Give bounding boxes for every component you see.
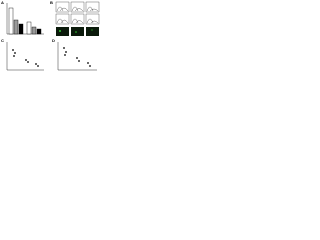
image [71, 27, 84, 36]
point [65, 51, 67, 53]
point [63, 47, 65, 49]
histogram [85, 13, 100, 25]
point [13, 55, 15, 57]
bar [31, 26, 37, 35]
curve [71, 18, 84, 24]
cell [59, 30, 61, 32]
bar-chart [6, 3, 44, 35]
curve [56, 6, 69, 12]
point [35, 63, 37, 65]
curve [56, 18, 69, 24]
bar [18, 23, 24, 35]
figure: A B C [1, 0, 100, 71]
histogram [70, 1, 85, 13]
image [56, 27, 69, 36]
bar [36, 28, 42, 35]
point [76, 57, 78, 59]
point [64, 54, 66, 56]
scatter-plot [57, 42, 97, 71]
cell [75, 31, 77, 33]
point [87, 62, 89, 64]
histogram [55, 1, 70, 13]
bar [13, 19, 19, 35]
panel-label: A [1, 0, 4, 5]
curve [86, 6, 99, 12]
scatter-plot [6, 42, 44, 71]
micrographs [56, 27, 99, 36]
point [89, 65, 91, 67]
image [86, 27, 99, 36]
panel-label: C [1, 38, 4, 43]
point [27, 61, 29, 63]
histogram [55, 13, 70, 25]
point [14, 52, 16, 54]
histogram [85, 1, 100, 13]
point [37, 65, 39, 67]
panel-label: D [52, 38, 55, 43]
panel-label: B [50, 0, 53, 5]
point [78, 60, 80, 62]
bar [8, 7, 14, 35]
bar [26, 21, 32, 35]
point [12, 49, 14, 51]
histogram-grid [55, 1, 100, 25]
curve [86, 18, 99, 24]
histogram [70, 13, 85, 25]
cell [91, 29, 93, 31]
page: {"panels": [{"label": "A"}, {"label": "B… [0, 0, 100, 74]
curve [71, 6, 84, 12]
point [25, 59, 27, 61]
